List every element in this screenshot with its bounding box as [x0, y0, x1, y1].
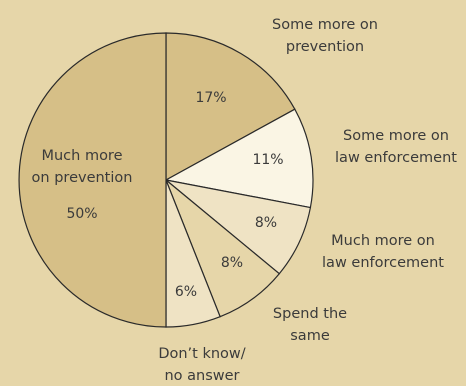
slice-value-label: 8%	[255, 215, 277, 231]
category-labels: Some more on prevention Some more on law en…	[32, 17, 458, 384]
slice-value-label: 6%	[175, 284, 197, 300]
slice-category-label: Much more on prevention	[32, 148, 133, 186]
slice-category-label: Some more on prevention	[272, 17, 378, 55]
slice-value-label: 17%	[195, 90, 226, 106]
slice-category-label-line: Much more	[41, 148, 122, 164]
slice-category-label: Don’t know/no answer	[158, 346, 245, 384]
slice-category-label-line: law enforcement	[322, 255, 444, 271]
slice-category-label: Spend the same	[273, 306, 347, 344]
pie-slice	[18, 32, 167, 328]
slice-category-label-line: Spend the	[273, 306, 347, 322]
pie-slice	[165, 32, 296, 182]
slice-category-label: Some more on law enforcement	[335, 128, 457, 166]
slice-category-label-line: same	[290, 328, 330, 344]
slice-category-label-line: Some more on	[343, 128, 449, 144]
value-labels: 17% 11% 8% 8% 6% 50%	[66, 90, 283, 300]
slice-category-label: Much more on law enforcement	[322, 233, 444, 271]
slice-category-label-line: law enforcement	[335, 150, 457, 166]
slice-category-label-line: on prevention	[32, 170, 133, 186]
slice-value-label: 8%	[221, 255, 243, 271]
pie-slice	[164, 108, 314, 209]
slice-value-label: 50%	[66, 206, 97, 222]
slice-value-label: 11%	[252, 152, 283, 168]
slice-category-label-line: Don’t know/	[158, 346, 245, 362]
slice-category-label-line: Some more on	[272, 17, 378, 33]
slice-category-label-line: no answer	[164, 368, 239, 384]
slice-category-label-line: prevention	[286, 39, 364, 55]
pie-slices	[18, 32, 314, 328]
slice-category-label-line: Much more on	[331, 233, 435, 249]
